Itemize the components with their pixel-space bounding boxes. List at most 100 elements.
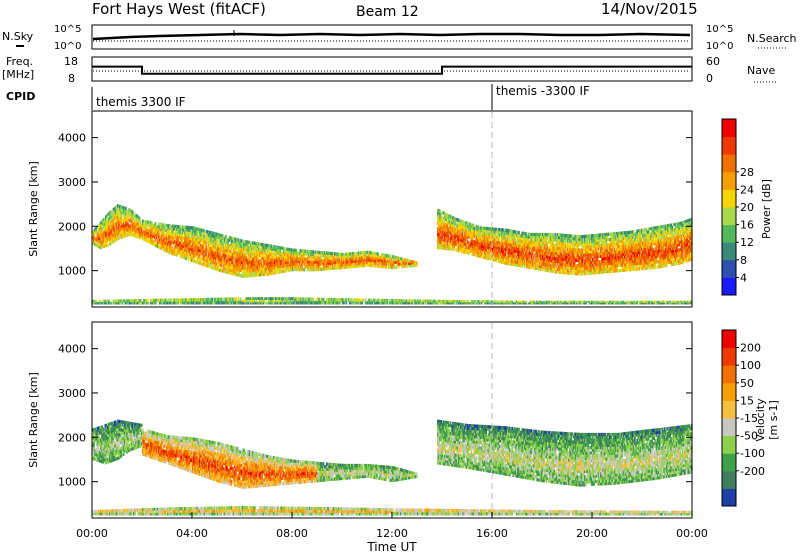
data-cell: [587, 237, 590, 241]
data-cell: [382, 262, 385, 266]
data-cell: [263, 262, 266, 266]
data-cell: [189, 231, 192, 235]
data-cell: [521, 258, 524, 263]
data-cell: [269, 247, 272, 251]
data-cell: [397, 259, 400, 263]
data-cell: [353, 251, 356, 256]
data-cell: [439, 235, 442, 239]
data-cell: [498, 246, 501, 250]
data-cell: [148, 226, 151, 230]
data-cell: [196, 252, 199, 256]
data-cell: [587, 250, 590, 254]
data-cell: [453, 216, 456, 220]
data-cell: [205, 264, 208, 268]
data-cell: [441, 210, 444, 215]
data-cell: [225, 240, 227, 244]
data-cell: [167, 245, 169, 249]
data-cell: [379, 261, 382, 265]
data-cell: [109, 226, 111, 230]
data-cell: [256, 263, 259, 267]
data-cell: [194, 235, 197, 239]
data-cell: [565, 252, 568, 256]
data-cell: [587, 247, 590, 252]
data-cell: [326, 267, 328, 271]
data-cell: [222, 269, 225, 273]
data-cell: [187, 233, 190, 238]
data-cell: [336, 255, 339, 259]
data-cell: [362, 264, 365, 268]
data-cell: [250, 249, 252, 253]
data-cell: [496, 240, 499, 245]
data-cell: [122, 221, 125, 226]
data-cell: [502, 258, 504, 262]
data-cell: [120, 232, 123, 237]
data-cell: [105, 219, 108, 223]
data-cell: [317, 253, 319, 257]
data-cell: [223, 264, 226, 268]
data-cell: [96, 241, 99, 245]
data-cell: [145, 228, 148, 232]
data-cell: [169, 235, 172, 239]
data-cell: [129, 224, 132, 228]
data-cell: [500, 254, 502, 259]
data-cell: [269, 244, 272, 248]
data-cell: [368, 258, 370, 262]
data-cell: [240, 255, 243, 259]
data-cell: [592, 258, 594, 262]
data-cell: [264, 256, 267, 261]
data-cell: [127, 223, 129, 227]
data-cell: [202, 242, 204, 246]
data-cell: [506, 231, 509, 235]
data-cell: [160, 225, 162, 229]
data-cell: [278, 246, 281, 250]
data-cell: [153, 243, 156, 247]
data-cell: [487, 229, 490, 233]
data-cell: [284, 260, 286, 265]
data-cell: [528, 240, 531, 245]
beam-label: Beam 12: [356, 4, 419, 20]
data-cell: [509, 232, 511, 236]
data-cell: [438, 235, 440, 239]
data-cell: [553, 264, 556, 268]
data-cell: [119, 207, 122, 211]
data-cell: [228, 254, 231, 259]
data-cell: [253, 246, 256, 251]
data-cell: [184, 251, 186, 255]
data-cell: [502, 228, 504, 232]
data-cell: [357, 254, 360, 258]
data-cell: [569, 247, 572, 251]
data-cell: [189, 239, 192, 243]
data-cell: [109, 218, 111, 222]
data-cell: [212, 247, 215, 251]
data-cell: [135, 221, 137, 225]
data-cell: [576, 266, 578, 271]
data-cell: [329, 254, 332, 258]
data-cell: [246, 240, 249, 244]
data-cell: [576, 237, 578, 241]
data-cell: [355, 254, 358, 258]
data-cell: [456, 240, 459, 244]
data-cell: [473, 229, 476, 233]
data-cell: [370, 251, 373, 255]
data-cell: [504, 247, 507, 251]
data-cell: [532, 245, 535, 249]
data-cell: [184, 241, 186, 245]
data-cell: [289, 255, 292, 259]
data-cell: [357, 259, 360, 263]
data-cell: [515, 263, 518, 267]
data-cell: [567, 234, 569, 238]
data-cell: [593, 234, 595, 238]
data-cell: [338, 252, 341, 256]
data-cell: [211, 236, 214, 240]
data-cell: [167, 224, 169, 228]
data-cell: [581, 261, 584, 265]
data-cell: [142, 237, 144, 241]
data-cell: [465, 232, 468, 236]
data-cell: [518, 244, 520, 248]
data-cell: [559, 236, 561, 240]
data-cell: [514, 244, 517, 248]
data-cell: [157, 235, 160, 239]
data-cell: [227, 238, 229, 242]
data-cell: [243, 255, 245, 260]
data-cell: [311, 250, 314, 254]
